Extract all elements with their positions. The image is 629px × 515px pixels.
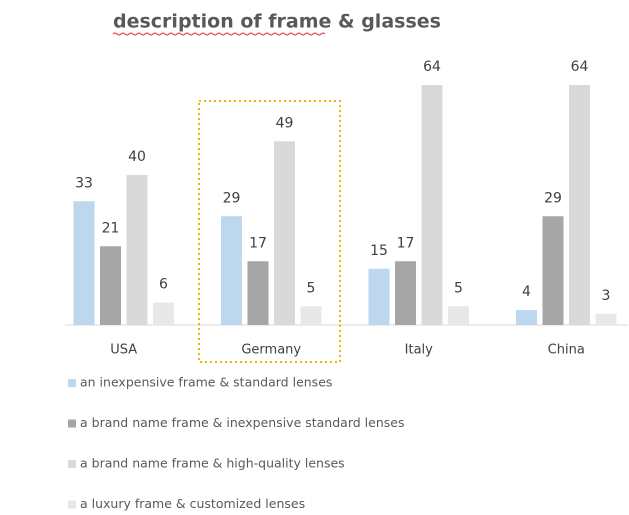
- highlight-box: [198, 100, 341, 363]
- bar: [516, 310, 537, 325]
- bar: [274, 141, 295, 325]
- bar: [73, 201, 95, 325]
- data-label: 29: [223, 190, 241, 206]
- legend-label: an inexpensive frame & standard lenses: [80, 375, 332, 390]
- data-label: 29: [544, 190, 562, 206]
- data-label: 6: [159, 277, 168, 293]
- legend-swatch: [68, 500, 76, 509]
- x-tick-label: Italy: [405, 343, 434, 358]
- legend-label: a luxury frame & customized lenses: [80, 496, 305, 511]
- x-tick-label: Germany: [241, 343, 301, 358]
- data-label: 21: [102, 220, 120, 236]
- data-label: 15: [370, 243, 388, 259]
- x-tick-label: China: [548, 343, 585, 358]
- data-label: 64: [571, 59, 589, 75]
- data-label: 33: [75, 175, 93, 191]
- legend-swatch: [68, 460, 76, 468]
- bar: [247, 261, 269, 325]
- bar: [421, 85, 443, 325]
- bar: [368, 268, 390, 325]
- data-label: 64: [423, 59, 441, 75]
- data-label: 4: [522, 284, 531, 300]
- bar: [100, 246, 121, 325]
- bar: [221, 216, 242, 325]
- data-label: 5: [307, 280, 316, 296]
- legend-swatch: [68, 419, 76, 428]
- data-label: 40: [128, 149, 146, 165]
- data-label: 17: [397, 235, 415, 251]
- x-tick-label: USA: [110, 343, 137, 358]
- data-label: 3: [602, 288, 611, 304]
- legend-label: a brand name frame & high-quality lenses: [80, 456, 345, 471]
- chart-title: description of frame & glasses: [113, 11, 441, 33]
- bar: [542, 216, 564, 325]
- data-label: 5: [454, 280, 463, 296]
- bar: [395, 261, 416, 325]
- bar: [595, 313, 617, 325]
- legend-swatch: [68, 379, 76, 387]
- data-label: 17: [249, 235, 267, 251]
- bar: [300, 306, 322, 325]
- bar: [569, 85, 590, 325]
- bar: [448, 306, 469, 325]
- legend-label: a brand name frame & inexpensive standar…: [80, 415, 404, 430]
- bar: [126, 175, 148, 325]
- spell-underline: [112, 32, 326, 36]
- data-label: 49: [276, 115, 294, 131]
- bar: [153, 302, 174, 325]
